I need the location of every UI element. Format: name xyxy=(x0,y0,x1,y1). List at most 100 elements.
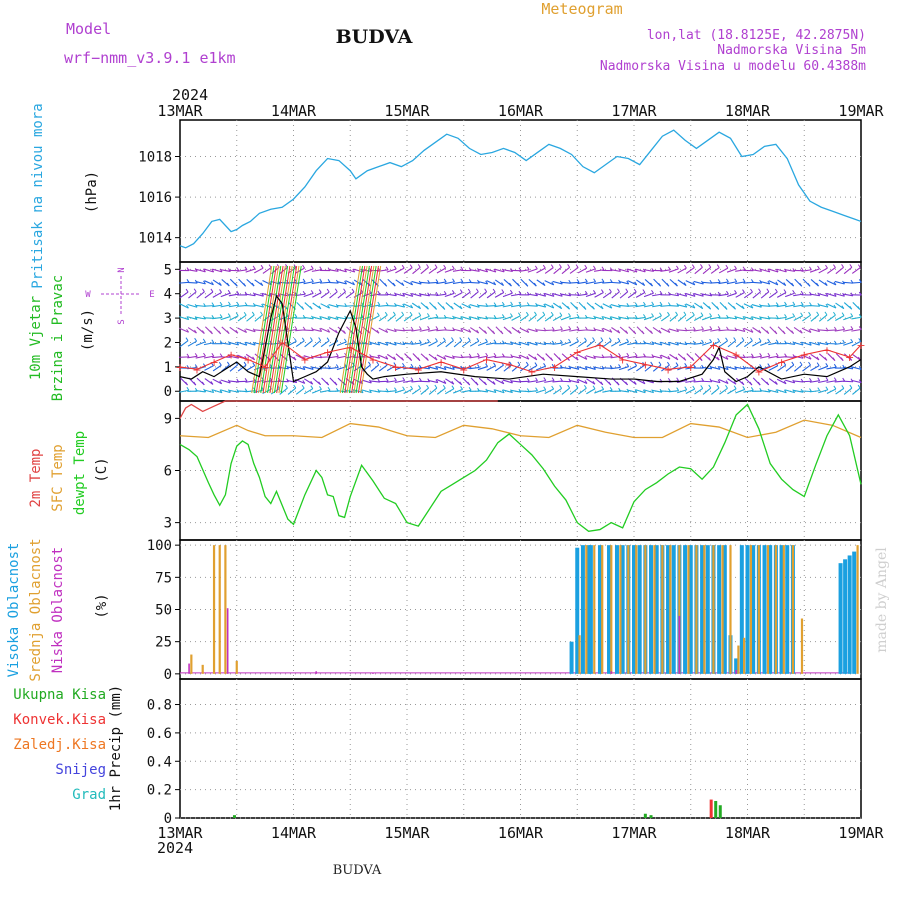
wind-barb xyxy=(461,327,471,333)
wind-barb-tick xyxy=(409,357,413,361)
wind-barb-tick xyxy=(634,314,638,319)
wind-gust-barb xyxy=(260,265,282,394)
wind-gust-barb xyxy=(267,265,289,394)
wind-barb xyxy=(502,389,513,394)
wind-barb xyxy=(710,316,721,320)
wind-barb xyxy=(743,303,754,309)
wind-barb-tick xyxy=(799,361,803,366)
time-tick-label: 16MAR xyxy=(498,824,544,842)
wind-barb xyxy=(768,378,778,385)
wind-barb xyxy=(452,316,463,320)
wind-barb-tick xyxy=(226,361,230,366)
wind-barb xyxy=(768,389,779,394)
wind-barb-tick xyxy=(750,288,753,293)
wind-barb-tick xyxy=(493,389,497,393)
wind-barb xyxy=(494,279,504,286)
wind-barb-tick xyxy=(301,384,305,389)
wind-ylabel-2: Brzina i Pravac xyxy=(50,275,66,401)
cloud-bar xyxy=(745,545,750,674)
wind-barb xyxy=(694,387,704,395)
wind-barb-tick xyxy=(543,386,547,391)
wind-barb-tick xyxy=(643,353,646,357)
cloud-bar xyxy=(739,545,744,674)
wind-barb xyxy=(461,340,471,348)
wind-barb-tick xyxy=(476,316,480,320)
wind-barb xyxy=(809,390,820,393)
wind-barb xyxy=(768,355,779,359)
wind-barb xyxy=(212,364,222,372)
wind-barb xyxy=(643,389,654,394)
wind-barb xyxy=(444,366,455,370)
cloud-bar xyxy=(653,545,656,674)
cloud-bar xyxy=(800,618,804,674)
wind-barb-tick xyxy=(700,312,704,316)
wind-barb-tick xyxy=(543,363,546,367)
wind-barb xyxy=(320,327,330,333)
wind-barb xyxy=(602,356,613,358)
wind-barb-tick xyxy=(757,381,761,386)
wind-barb-tick xyxy=(393,265,397,270)
wind-barb xyxy=(701,380,712,383)
wind-gust-marker: + xyxy=(595,339,604,352)
wind-barb xyxy=(328,269,339,272)
wind-barb xyxy=(336,366,347,371)
wind-barb-tick xyxy=(376,361,380,366)
wind-barb xyxy=(295,366,306,371)
wind-barb xyxy=(744,340,753,348)
precip-panel: 0 0.2 0.4 0.6 0.8 1hr Precip (mm) Ukupna Kis… xyxy=(13,678,862,827)
wind-barb xyxy=(187,303,198,308)
wind-barb xyxy=(203,355,214,359)
wind-barb-tick xyxy=(800,290,804,295)
wind-barb-tick xyxy=(385,302,389,306)
wind-barb xyxy=(511,364,521,372)
wind-barb xyxy=(187,355,198,359)
wind-barb xyxy=(320,340,330,348)
wind-barb-tick xyxy=(459,305,463,310)
wind-barb xyxy=(760,268,770,273)
wind-barb-tick xyxy=(392,311,396,316)
wind-barb-tick xyxy=(584,264,588,269)
cloud-bar xyxy=(585,545,588,674)
wind-barb-tick xyxy=(708,384,712,389)
wind-barb xyxy=(303,281,314,285)
wind-barb-tick xyxy=(443,264,447,269)
wind-gust-marker: + xyxy=(822,344,831,357)
wind-barb-tick xyxy=(559,385,563,389)
wind-barb-tick xyxy=(758,288,761,293)
wind-barb-tick xyxy=(709,338,713,343)
wind-barb xyxy=(693,280,704,285)
wind-barb xyxy=(544,380,555,383)
wind-barb xyxy=(353,279,363,286)
wind-barb-tick xyxy=(676,377,680,382)
wind-barb xyxy=(668,328,679,333)
wind-barb-tick xyxy=(792,289,796,294)
wind-barb-tick xyxy=(326,381,330,386)
wind-barb-tick xyxy=(634,302,638,306)
wind-barb-tick xyxy=(185,337,189,341)
wind-barb-tick xyxy=(568,326,572,330)
cloud-bar xyxy=(569,641,574,674)
wind-barb-tick xyxy=(335,364,339,368)
wind-barb-tick xyxy=(741,305,745,310)
wind-barb-tick xyxy=(725,384,728,389)
wind-barb xyxy=(378,341,389,346)
wind-barb xyxy=(569,267,579,274)
wind-barb xyxy=(618,316,629,320)
wind-barb xyxy=(477,366,488,371)
wind-barb-tick xyxy=(708,357,712,361)
wind-barb-tick xyxy=(601,316,605,320)
wind-barb xyxy=(768,305,779,307)
wind-barb-tick xyxy=(319,328,323,332)
wind-barb-tick xyxy=(377,341,381,346)
wind-barb-tick xyxy=(857,264,861,268)
wind-barb xyxy=(436,354,447,360)
wind-barb-tick xyxy=(576,326,580,330)
wind-barb-tick xyxy=(767,268,771,273)
wind-barb-tick xyxy=(750,329,754,333)
wind-barb xyxy=(461,316,472,321)
wind-barb xyxy=(527,293,538,297)
wind-barb xyxy=(727,340,737,348)
wind-barb xyxy=(611,327,621,334)
wind-barb-tick xyxy=(808,361,811,366)
wind-barb-tick xyxy=(227,301,231,306)
